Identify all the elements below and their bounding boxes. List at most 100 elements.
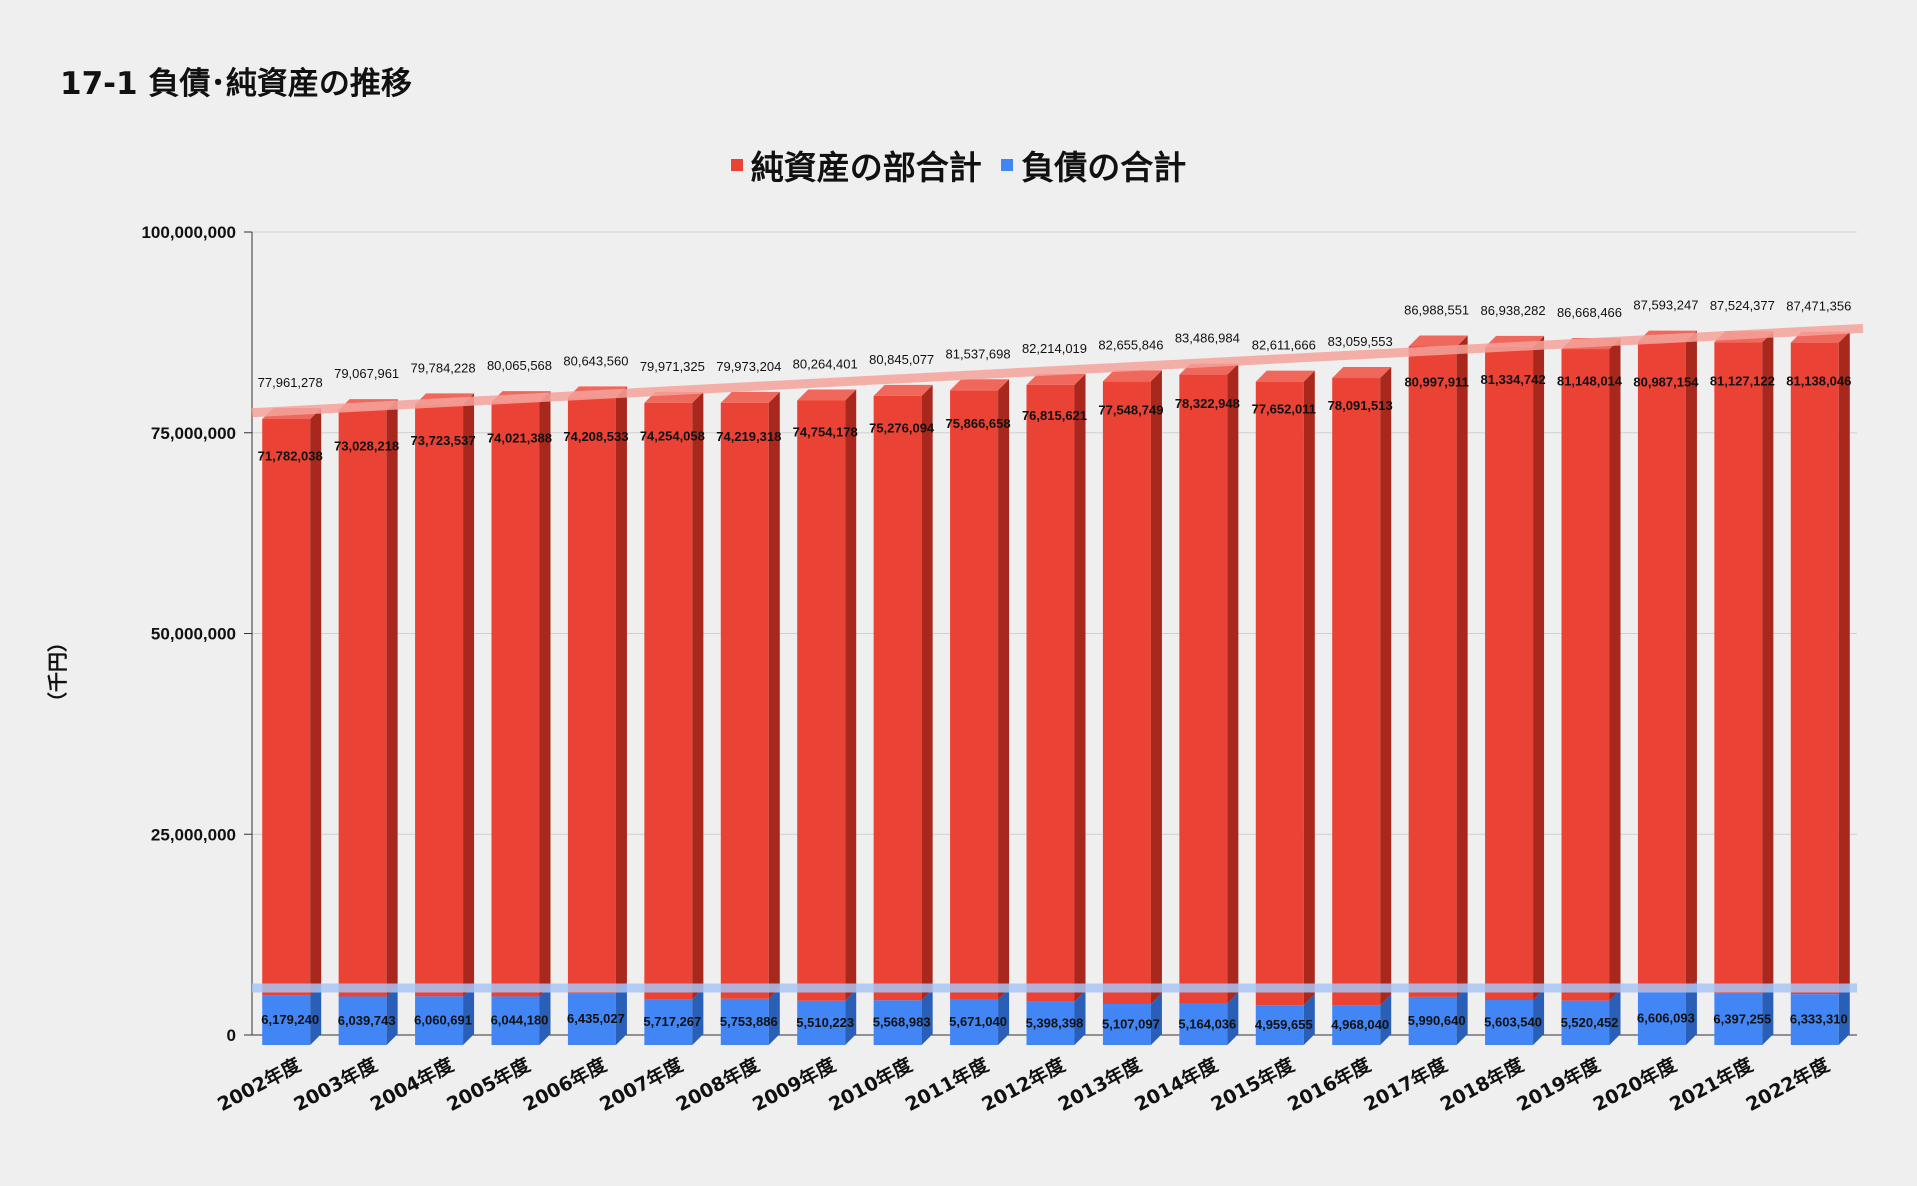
net-assets-label-10: 76,815,621 [1022,408,1087,423]
bar-liabilities-14 [1332,1005,1381,1045]
bar-liabilities-15 [1408,996,1457,1045]
bar-net-assets-side-8 [921,384,933,1001]
total-label-16: 86,938,282 [1481,303,1546,318]
bar-liabilities-8 [873,1000,922,1045]
bar-liabilities-side-9 [998,988,1010,1045]
legend-swatch-net-assets [730,159,743,171]
bar-liabilities-side-4 [615,982,627,1045]
total-label-12: 83,486,984 [1175,331,1240,346]
legend-item-liabilities[interactable]: 負債の合計 [1001,141,1186,189]
legend-label-net-assets: 純資産の部合計 [750,148,982,187]
bar-liabilities-17 [1561,1000,1610,1045]
bar-net-assets-6 [720,402,769,999]
total-label-18: 87,593,247 [1633,298,1698,313]
total-label-19: 87,524,377 [1710,298,1775,313]
x-tick-label-2: 2004年度 [366,1053,458,1116]
x-tick-label-13: 2015年度 [1207,1053,1299,1116]
liabilities-label-7: 5,510,223 [796,1015,854,1030]
total-label-17: 86,668,466 [1557,305,1622,320]
legend-label-liabilities: 負債の合計 [1021,148,1187,187]
x-tick-label-4: 2006年度 [519,1053,611,1116]
net-assets-label-9: 75,866,658 [946,416,1011,431]
x-tick-label-15: 2017年度 [1360,1053,1452,1116]
bar-net-assets-side-13 [1303,370,1315,1006]
liabilities-label-2: 6,060,691 [414,1013,472,1028]
bar-liabilities-side-19 [1762,982,1774,1045]
liabilities-label-6: 5,753,886 [720,1014,778,1029]
bar-net-assets-15 [1408,346,1457,997]
total-label-14: 83,059,553 [1328,334,1393,349]
bar-net-assets-2 [415,404,464,997]
bar-net-assets-1 [338,410,387,997]
bar-liabilities-2 [415,996,464,1045]
net-assets-label-6: 74,219,318 [716,429,781,444]
liabilities-label-18: 6,606,093 [1637,1010,1695,1025]
x-tick-label-14: 2016年度 [1284,1053,1376,1116]
bar-net-assets-side-6 [768,391,780,999]
bar-net-assets-0 [262,418,311,996]
bar-net-assets-side-3 [539,391,551,997]
liabilities-label-1: 6,039,743 [338,1013,396,1028]
net-assets-label-11: 77,548,749 [1098,402,1163,417]
total-label-13: 82,611,666 [1252,338,1316,353]
y-tick-label-2: 50,000,000 [151,625,236,644]
bar-net-assets-side-15 [1456,335,1468,997]
x-tick-label-19: 2021年度 [1666,1053,1758,1116]
y-tick-label-1: 25,000,000 [151,825,236,844]
bar-liabilities-4 [567,993,616,1045]
bar-net-assets-14 [1332,378,1381,1006]
liabilities-label-8: 5,568,983 [873,1015,931,1030]
bar-top-7 [797,389,857,401]
bar-net-assets-side-11 [1150,370,1162,1004]
total-label-0: 77,961,278 [258,375,323,390]
liabilities-label-13: 4,959,655 [1255,1017,1313,1032]
liabilities-label-16: 5,603,540 [1484,1015,1542,1030]
bar-liabilities-side-1 [386,985,398,1045]
net-assets-label-20: 81,138,046 [1786,373,1851,388]
bar-liabilities-6 [720,998,769,1045]
liabilities-label-5: 5,717,267 [643,1014,701,1029]
total-label-4: 80,643,560 [563,353,628,368]
legend: 純資産の部合計 負債の合計 [0,140,1917,189]
bar-liabilities-side-5 [692,988,704,1045]
liabilities-label-9: 5,671,040 [949,1014,1007,1029]
bar-top-13 [1255,370,1315,382]
bar-liabilities-side-2 [463,985,475,1045]
bar-net-assets-side-18 [1685,330,1697,992]
net-assets-label-3: 74,021,388 [487,431,552,446]
x-tick-label-9: 2011年度 [901,1053,993,1116]
bar-net-assets-4 [567,397,616,994]
bar-liabilities-side-8 [921,989,933,1045]
net-assets-label-1: 73,028,218 [334,439,399,454]
bar-net-assets-10 [1026,384,1075,1002]
bar-net-assets-side-9 [998,379,1010,1000]
bar-net-assets-side-17 [1609,338,1621,1001]
bar-net-assets-side-10 [1074,373,1086,1002]
liabilities-label-14: 4,968,040 [1331,1017,1389,1032]
net-assets-label-18: 80,987,154 [1633,375,1699,390]
bar-liabilities-10 [1026,1001,1075,1045]
bar-liabilities-18 [1637,991,1686,1045]
net-assets-label-8: 75,276,094 [869,421,935,436]
x-tick-label-20: 2022年度 [1742,1053,1834,1116]
net-assets-label-17: 81,148,014 [1557,373,1623,388]
bar-net-assets-side-1 [386,399,398,997]
bar-net-assets-16 [1485,346,1534,1001]
liabilities-label-3: 6,044,180 [491,1013,549,1028]
bar-net-assets-side-4 [615,386,627,994]
bar-net-assets-side-16 [1533,335,1545,1001]
bar-top-14 [1332,367,1392,379]
x-tick-label-18: 2020年度 [1589,1053,1681,1116]
x-tick-label-10: 2012年度 [978,1053,1070,1116]
bar-liabilities-side-3 [539,985,551,1045]
y-tick-label-4: 100,000,000 [141,223,236,242]
legend-item-net-assets[interactable]: 純資産の部合計 [730,141,982,189]
total-label-6: 79,973,204 [716,359,781,374]
total-label-1: 79,067,961 [334,366,399,381]
x-tick-label-17: 2019年度 [1513,1053,1605,1116]
x-tick-label-5: 2007年度 [596,1053,688,1116]
bar-net-assets-side-12 [1227,363,1239,1004]
bar-net-assets-20 [1790,342,1839,995]
bar-net-assets-side-5 [692,391,704,1000]
bar-liabilities-side-18 [1685,980,1697,1045]
